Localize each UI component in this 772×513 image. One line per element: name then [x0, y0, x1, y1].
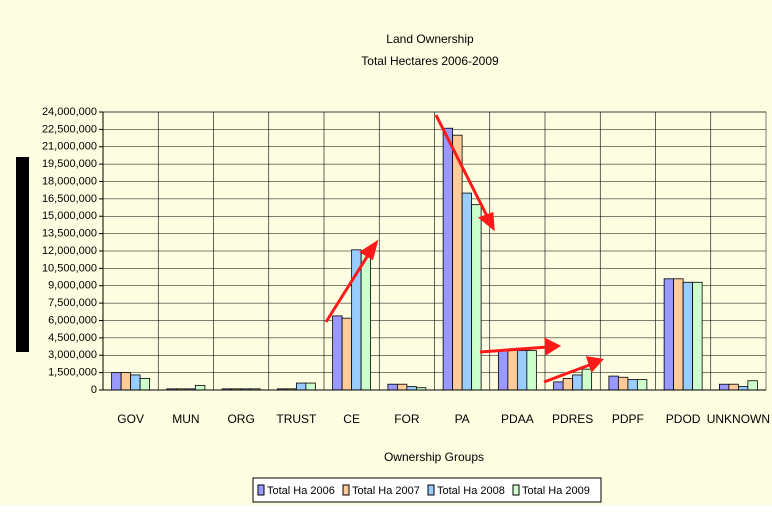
y-tick-label: 18,000,000: [42, 175, 97, 187]
x-tick-label: FOR: [394, 412, 420, 426]
y-tick-label: 19,500,000: [42, 158, 97, 170]
bar: [333, 316, 343, 390]
y-tick-label: 12,000,000: [42, 245, 97, 257]
bar: [618, 377, 628, 390]
x-tick-label: GOV: [117, 412, 144, 426]
y-tick-label: 21,000,000: [42, 141, 97, 153]
bar: [121, 373, 131, 390]
y-tick-label: 13,500,000: [42, 228, 97, 240]
bar: [683, 282, 693, 390]
x-tick-label: PDAA: [501, 412, 534, 426]
y-tick-label: 0: [91, 384, 97, 396]
x-tick-label: PDRES: [552, 412, 593, 426]
x-tick-label: CE: [343, 412, 360, 426]
bar: [738, 387, 748, 390]
y-tick-label: 7,500,000: [48, 297, 97, 309]
x-tick-label: PDPF: [612, 412, 644, 426]
bar: [472, 205, 482, 390]
bar: [131, 375, 141, 390]
bar: [195, 385, 205, 390]
bar: [573, 375, 583, 390]
bar: [112, 373, 122, 390]
y-tick-label: 6,000,000: [48, 314, 97, 326]
bar: [296, 383, 306, 390]
bar: [637, 380, 647, 390]
bar: [407, 387, 417, 390]
y-tick-label: 9,000,000: [48, 280, 97, 292]
legend-label: Total Ha 2009: [522, 485, 590, 497]
bar: [443, 128, 453, 390]
x-axis-title: Ownership Groups: [384, 450, 484, 464]
y-tick-label: 10,500,000: [42, 262, 97, 274]
chart-title: Land Ownership: [386, 32, 474, 46]
legend-label: Total Ha 2007: [352, 485, 420, 497]
chart: Land Ownership Total Hectares 2006-2009 …: [0, 0, 772, 513]
y-tick-label: 22,500,000: [42, 123, 97, 135]
legend-label: Total Ha 2006: [267, 485, 335, 497]
y-tick-label: 16,500,000: [42, 193, 97, 205]
x-tick-label: MUN: [172, 412, 199, 426]
bar: [397, 384, 407, 390]
bar: [388, 384, 398, 390]
bar: [719, 384, 729, 390]
legend-swatch: [258, 485, 264, 495]
bar: [306, 383, 316, 390]
bar: [693, 282, 703, 390]
bar: [729, 384, 739, 390]
bar: [748, 381, 758, 390]
bar: [554, 382, 564, 390]
bar: [609, 376, 619, 390]
legend-swatch: [513, 485, 519, 495]
y-tick-label: 4,500,000: [48, 332, 97, 344]
black-bar: [16, 157, 29, 352]
bar: [498, 351, 508, 390]
bar: [628, 380, 638, 390]
bar: [664, 279, 674, 390]
x-tick-label: TRUST: [276, 412, 317, 426]
bar: [508, 351, 518, 390]
bar: [462, 193, 472, 390]
y-tick-label: 24,000,000: [42, 106, 97, 118]
bar: [517, 351, 527, 390]
x-tick-label: PA: [455, 412, 470, 426]
bar: [527, 351, 537, 390]
bar: [453, 135, 463, 390]
x-tick-label: PDOD: [666, 412, 701, 426]
bar: [140, 378, 150, 390]
bar: [582, 369, 592, 390]
x-tick-label: ORG: [227, 412, 254, 426]
y-tick-label: 3,000,000: [48, 349, 97, 361]
bar: [563, 378, 573, 390]
chart-subtitle: Total Hectares 2006-2009: [361, 54, 499, 68]
legend-swatch: [343, 485, 349, 495]
y-tick-label: 1,500,000: [48, 367, 97, 379]
bar: [361, 253, 371, 390]
bar: [342, 318, 352, 390]
bar: [674, 279, 684, 390]
legend-label: Total Ha 2008: [437, 485, 505, 497]
x-tick-label: UNKNOWN: [707, 412, 770, 426]
page: {"chart_data": { "type": "bar", "title":…: [0, 0, 772, 513]
legend-swatch: [428, 485, 434, 495]
y-tick-label: 15,000,000: [42, 210, 97, 222]
